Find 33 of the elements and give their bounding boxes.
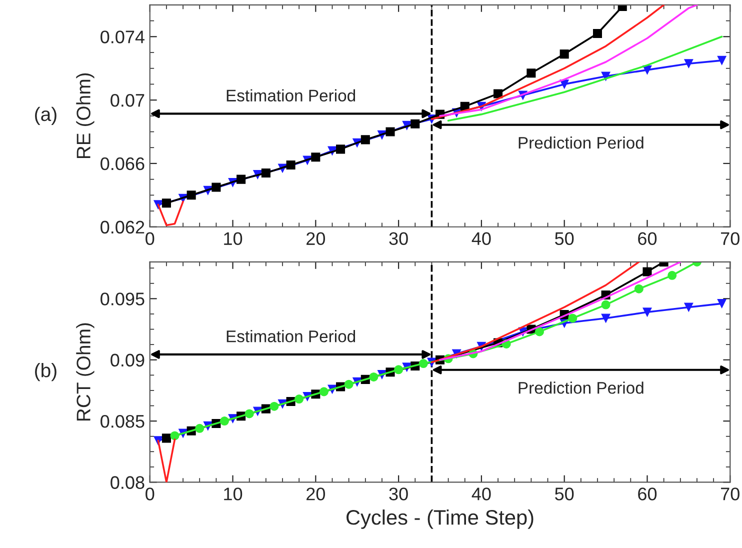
y-tick-label: 0.09 (110, 354, 144, 367)
x-tick-label: 20 (306, 488, 326, 500)
y-tick-label: 0.085 (100, 414, 144, 428)
x-tick-label: 0 (146, 232, 154, 245)
y-axis-title: RE (Ohm) (76, 73, 94, 158)
annotation: Estimation Period (226, 89, 356, 102)
y-axis-title: RCT (Ohm) (76, 323, 94, 421)
text: (b) (35, 363, 56, 382)
x-tick-label: 40 (472, 232, 491, 245)
x-tick-label: 30 (389, 232, 408, 245)
annotation: Prediction Period (518, 136, 644, 149)
x-tick-label: 30 (389, 488, 408, 500)
x-tick-label: 10 (224, 488, 242, 500)
x-tick-label: 60 (638, 232, 657, 245)
x-tick-label: 70 (721, 488, 740, 500)
y-tick-label: 0.095 (100, 292, 144, 306)
y-tick-label: 0.07 (110, 94, 144, 107)
x-axis-title: Cycles - (Time Step) (346, 509, 534, 529)
x-tick-label: 50 (555, 232, 574, 245)
x-tick-label: 60 (638, 488, 657, 500)
text: (a) (35, 106, 56, 125)
x-tick-label: 40 (472, 488, 491, 500)
y-tick-label: 0.074 (100, 30, 144, 44)
x-tick-label: 20 (306, 232, 326, 245)
y-tick-label: 0.08 (110, 476, 144, 489)
x-tick-label: 10 (224, 232, 242, 245)
annotation: Prediction Period (518, 382, 644, 394)
y-tick-label: 0.062 (100, 220, 144, 234)
x-tick-label: 50 (555, 488, 574, 500)
x-tick-label: 0 (146, 488, 154, 500)
x-tick-label: 70 (721, 232, 740, 245)
annotation: Estimation Period (226, 330, 356, 342)
y-tick-label: 0.066 (100, 157, 144, 170)
